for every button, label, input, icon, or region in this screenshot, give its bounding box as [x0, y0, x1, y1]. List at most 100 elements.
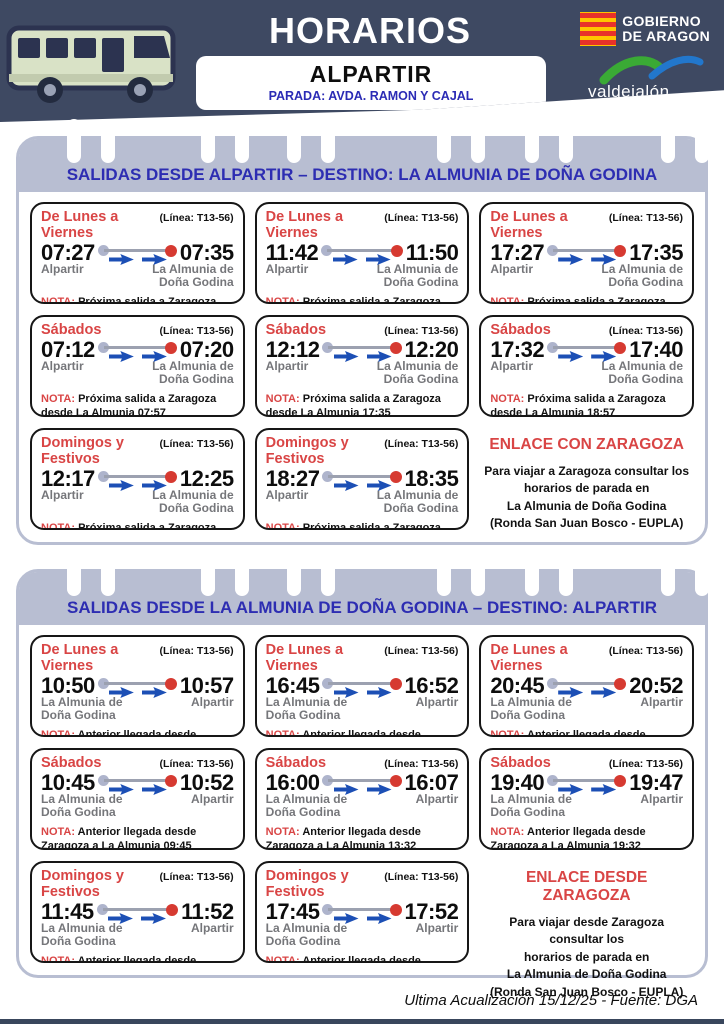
enlace-zaragoza-box: ENLACE DESDE ZARAGOZA Para viajar desde … [479, 861, 694, 999]
route-track [547, 242, 627, 266]
binder-tab-icon [661, 552, 709, 596]
destination-label: La Almunia de Doña Godina [376, 359, 459, 387]
origin-label: La Almunia de Doña Godina [490, 792, 572, 820]
schedule-card: Sábados (Línea: T13-56) 07:12 07:20 Alpart… [30, 315, 245, 417]
route-track [547, 772, 627, 796]
day-type-label: Domingos y Festivos [41, 868, 124, 900]
origin-dot-icon [322, 342, 334, 353]
aragon-shield-icon [580, 12, 617, 46]
binder-tab-icon [525, 552, 573, 596]
destination-dot-icon [390, 244, 403, 257]
line-number-label: (Línea: T13-56) [608, 325, 683, 337]
nota-text: Anterior llegada desde Zaragoza a La Alm… [265, 825, 421, 850]
double-arrow-icon [107, 913, 166, 924]
origin-label: La Almunia de Doña Godina [41, 792, 123, 820]
destination-label: La Almunia de Doña Godina [601, 359, 683, 387]
section-title: SALIDAS DESDE ALPARTIR – DESTINO: LA ALM… [66, 165, 658, 184]
destination-label: Alpartir [190, 695, 234, 709]
header-banner: HORARIOS AUTOBUSES ALPARTIR PARADA: AVDA… [0, 0, 724, 122]
line-number-label: (Línea: T13-56) [608, 645, 683, 657]
schedule-card: Domingos y Festivos (Línea: T13-56) 11:45… [30, 861, 245, 963]
destination-dot-icon [389, 677, 402, 690]
schedule-card: De Lunes a Viernes (Línea: T13-56) 17:27 1… [479, 202, 694, 304]
line-number-label: (Línea: T13-56) [384, 758, 459, 770]
nota-text: Anterior llegada desde Zaragoza a La Alm… [527, 728, 646, 737]
line-number-label: (Línea: T13-56) [159, 645, 234, 657]
nota-label: NOTA: [41, 728, 76, 737]
day-type-label: Domingos y Festivos [265, 435, 349, 467]
double-arrow-icon [108, 351, 167, 362]
destination-dot-icon [389, 903, 402, 916]
arrival-time: 17:35 [629, 240, 683, 265]
origin-dot-icon [547, 775, 559, 786]
origin-dot-icon [321, 245, 333, 256]
enlace-title: ENLACE CON ZARAGOZA [489, 436, 684, 453]
nota-label: NOTA: [41, 521, 76, 530]
destination-label: La Almunia de Doña Godina [376, 262, 459, 290]
binder-tab-icon [437, 119, 485, 163]
line-number-label: (Línea: T13-56) [159, 438, 234, 450]
destination-label: Alpartir [415, 792, 459, 806]
double-arrow-icon [333, 351, 392, 362]
origin-dot-icon [97, 471, 109, 482]
destination-dot-icon [389, 774, 402, 787]
origin-label: Alpartir [41, 359, 84, 373]
departure-time: 07:27 [41, 240, 95, 265]
day-type-label: Domingos y Festivos [265, 868, 349, 900]
nota-text: Anterior llegada desde Zaragoza a La Alm… [302, 728, 421, 737]
enlace-text-line: horarios de parada en [523, 481, 650, 496]
origin-dot-icon [547, 678, 559, 689]
double-arrow-icon [108, 784, 167, 795]
route-track [547, 339, 627, 363]
schedule-card: De Lunes a Viernes (Línea: T13-56) 10:50 1… [30, 635, 245, 737]
line-number-label: (Línea: T13-56) [384, 871, 459, 883]
day-type-label: Domingos y Festivos [41, 435, 124, 467]
origin-label: La Almunia de Doña Godina [265, 921, 348, 949]
last-updated-text: Ultima Acualización 15/12/25 - Fuente: D… [404, 992, 698, 1009]
day-type-label: De Lunes a Viernes [41, 209, 119, 241]
schedule-card: Sábados (Línea: T13-56) 16:00 16:07 La Alm… [254, 748, 470, 850]
enlace-text-line: Para viajar a Zaragoza consultar los [484, 464, 690, 478]
gobierno-aragon-logo: GOBIERNO DE ARAGON [580, 12, 710, 46]
route-track [97, 772, 177, 796]
destination-dot-icon [614, 341, 627, 354]
origin-dot-icon [97, 775, 109, 786]
origin-label: Alpartir [265, 488, 309, 502]
arrival-time: 07:35 [179, 240, 234, 265]
route-track [322, 675, 402, 699]
schedule-card: De Lunes a Viernes (Línea: T13-56) 07:27 0… [30, 202, 245, 304]
departure-time: 10:45 [41, 770, 95, 795]
destination-label: Alpartir [190, 792, 234, 806]
destination-dot-icon [614, 677, 627, 690]
day-type-label: Sábados [490, 755, 551, 771]
destination-dot-icon [389, 470, 402, 483]
departure-time: 16:45 [265, 673, 320, 698]
section-title: SALIDAS DESDE LA ALMUNIA DE DOÑA GODINA … [67, 598, 657, 617]
destination-dot-icon [164, 341, 177, 354]
destination-label: La Almunia de Doña Godina [152, 488, 234, 516]
destination-label: Alpartir [415, 695, 459, 709]
schedule-card: Sábados (Línea: T13-56) 10:45 10:52 La Alm… [30, 748, 245, 850]
arrival-time: 11:52 [181, 899, 234, 924]
nota-label: NOTA: [490, 825, 525, 838]
route-track [96, 901, 179, 925]
destination-label: Alpartir [640, 792, 683, 806]
destination-dot-icon [164, 244, 177, 257]
town-name: ALPARTIR [309, 61, 433, 87]
double-arrow-icon [108, 687, 167, 698]
enlace-text-line: La Almunia de Doña Godina [506, 967, 667, 982]
schedule-card: De Lunes a Viernes (Línea: T13-56) 20:45 2… [479, 635, 694, 737]
departure-time: 19:40 [490, 770, 545, 795]
day-type-label: Sábados [265, 755, 327, 771]
destination-dot-icon [614, 244, 627, 257]
schedule-card: De Lunes a Viernes (Línea: T13-56) 11:42 1… [254, 202, 470, 304]
binder-tab-icon [437, 552, 485, 596]
nota-label: NOTA: [41, 295, 76, 304]
origin-dot-icon [97, 678, 109, 689]
route-track [321, 242, 403, 266]
line-number-label: (Línea: T13-56) [384, 212, 459, 224]
day-type-label: Sábados [41, 322, 102, 338]
day-type-label: De Lunes a Viernes [490, 209, 568, 241]
departure-time: 11:45 [41, 899, 94, 924]
nota-text: Próxima salida a Zaragoza desde La Almun… [527, 295, 666, 304]
